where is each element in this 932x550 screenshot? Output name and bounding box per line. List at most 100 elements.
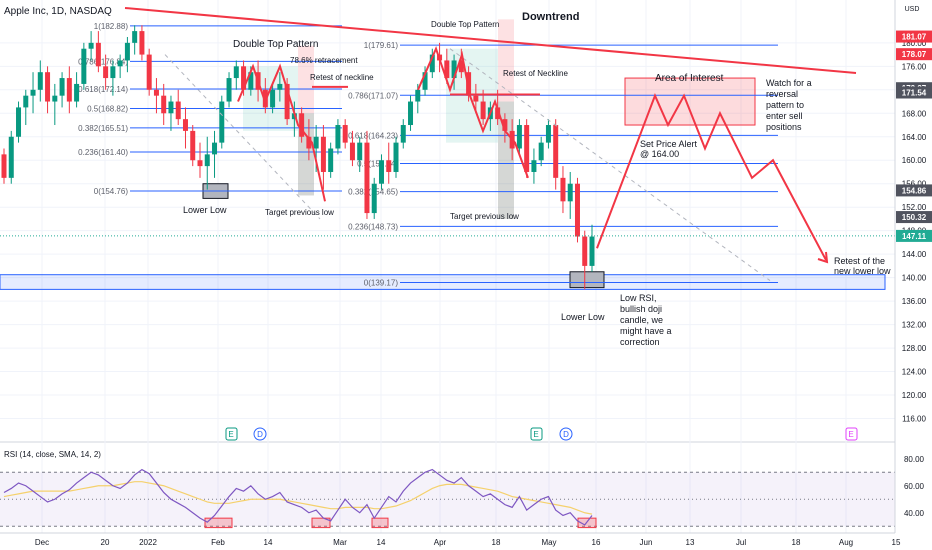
- candle-body: [415, 89, 421, 102]
- dividend-marker-label: D: [257, 430, 263, 439]
- candle-body: [567, 183, 573, 202]
- candle-body: [480, 101, 486, 120]
- candle-body: [52, 95, 58, 102]
- candle-body: [524, 125, 530, 172]
- double-top-path-2: [417, 45, 529, 179]
- candle-body: [429, 54, 435, 73]
- currency-label: USD: [905, 6, 920, 13]
- rsi-line: [3, 468, 593, 526]
- fib-label: 1(182.88): [94, 22, 129, 31]
- candle-body: [95, 42, 101, 67]
- price-badge: [896, 86, 932, 99]
- retest-new-low-line-1: Retest of the: [834, 256, 885, 266]
- earnings-marker: [530, 427, 543, 441]
- candle-body: [153, 89, 159, 96]
- candle-body: [400, 125, 406, 143]
- candle-body: [553, 125, 559, 178]
- x-tick-label: 15: [892, 538, 901, 547]
- candle-body: [386, 160, 392, 172]
- x-tick-label: 16: [592, 538, 601, 547]
- earnings-marker-label: E: [533, 430, 538, 439]
- rsi-band: [0, 472, 895, 527]
- x-tick-label: May: [541, 538, 556, 547]
- price-badge-label: 171.54: [902, 89, 927, 98]
- candle-body: [175, 101, 181, 120]
- candle-body: [139, 31, 145, 55]
- alert-note-line-2: @ 164.00: [640, 149, 679, 159]
- candle-body: [146, 54, 152, 90]
- candle-body: [451, 60, 457, 79]
- candle-body: [422, 72, 428, 90]
- candle-body: [248, 72, 254, 90]
- candle-body: [241, 66, 247, 90]
- y-tick-label: 164.00: [902, 133, 927, 142]
- y-tick-label: 180.00: [902, 39, 927, 48]
- x-tick-label: 2022: [139, 538, 157, 547]
- earnings-marker-label: E: [228, 430, 233, 439]
- x-tick-label: Apr: [434, 538, 447, 547]
- candle-body: [277, 83, 283, 90]
- candle-body: [226, 78, 232, 102]
- rsi-oversold-box: [371, 517, 389, 529]
- y-tick-label: 120.00: [902, 391, 927, 400]
- downtrend-line: [124, 7, 857, 74]
- target-label-2: Target previous low: [450, 212, 519, 221]
- price-badge: [896, 30, 932, 43]
- double-top-path-1: [237, 63, 326, 202]
- alert-note-line-1: Set Price Alert: [640, 139, 698, 149]
- projection-path: [596, 93, 827, 261]
- dividend-marker-label: D: [563, 430, 569, 439]
- candle-body: [37, 72, 43, 90]
- candle-body: [117, 60, 123, 67]
- candle-body: [284, 83, 290, 120]
- y-tick-label: 116.00: [902, 415, 926, 424]
- rsi-tick-label: 60.00: [904, 482, 925, 491]
- y-tick-label: 160.00: [902, 156, 927, 165]
- area-of-interest-label: Area of Interest: [655, 73, 724, 84]
- watch-note-line: reversal: [766, 89, 798, 99]
- lower-low-box-2: [569, 271, 605, 289]
- candle-body: [313, 136, 319, 149]
- fib-label: 0.382(165.51): [78, 124, 128, 133]
- price-badge-label: 147.11: [902, 232, 927, 241]
- price-badge-label: 150.32: [902, 213, 927, 222]
- fib-label: 0.786(176.84): [78, 57, 128, 66]
- annotations: Double Top Pattern 78.6% retracement Retes…: [183, 11, 891, 347]
- candle-body: [30, 89, 36, 96]
- candle-body: [444, 60, 450, 79]
- rsi-label: RSI (14, close, SMA, 14, 2): [4, 450, 101, 459]
- candle-body: [124, 42, 130, 61]
- candle-body: [545, 125, 551, 143]
- y-tick-label: 152.00: [902, 203, 927, 212]
- retest-label-2: Retest of Neckline: [503, 69, 568, 78]
- earnings-marker-label: E: [848, 430, 853, 439]
- earnings-marker: [225, 427, 238, 441]
- rsi-pane-bg: [0, 442, 895, 533]
- dividend-marker: [559, 427, 573, 441]
- candle-body: [103, 66, 109, 79]
- candle-body: [408, 101, 414, 126]
- candle-body: [132, 31, 138, 43]
- candle-body: [299, 113, 305, 137]
- lower-low-label-2: Lower Low: [561, 312, 605, 322]
- candle-body: [16, 107, 22, 137]
- candle-body: [1, 154, 7, 178]
- fib-label: 0.618(164.23): [348, 131, 398, 140]
- rsi-sma-line: [3, 481, 593, 515]
- fib-label: 0.786(171.07): [348, 91, 398, 100]
- x-tick-label: 13: [686, 538, 695, 547]
- candle-body: [66, 78, 72, 102]
- candle-body: [328, 148, 334, 172]
- candle-body: [88, 42, 94, 49]
- candle-body: [168, 101, 174, 114]
- x-tick-label: Aug: [839, 538, 853, 547]
- price-badge-label: 178.07: [902, 50, 927, 59]
- x-tick-label: 18: [792, 538, 801, 547]
- watch-note-line: positions: [766, 122, 802, 132]
- retracement-label: 78.6% retracement: [290, 56, 358, 65]
- y-tick-label: 124.00: [902, 368, 927, 377]
- candle-body: [320, 136, 326, 172]
